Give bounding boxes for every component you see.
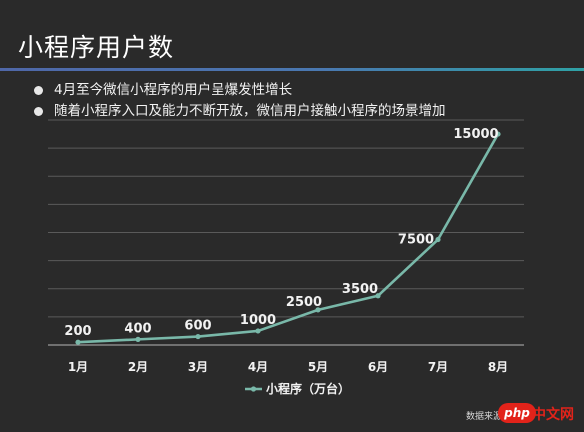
x-tick-label: 7月	[428, 360, 448, 374]
data-point	[195, 333, 201, 340]
bullet-text: 随着小程序入口及能力不断开放，微信用户接触小程序的场景增加	[54, 103, 446, 119]
data-label: 400	[124, 321, 151, 336]
data-point	[75, 339, 81, 345]
data-label: 200	[64, 324, 91, 339]
slide-title: 小程序用户数	[18, 33, 175, 62]
bullet-item: 4月至今微信小程序的用户呈爆发性增长	[32, 80, 446, 101]
x-tick-label: 6月	[368, 360, 388, 374]
x-tick-label: 2月	[128, 360, 148, 374]
title-divider	[0, 68, 584, 71]
watermark-logo: php 中文网	[498, 403, 580, 423]
data-label: 3500	[342, 282, 378, 297]
data-label: 2500	[286, 295, 322, 310]
data-point	[495, 131, 501, 137]
data-point	[435, 236, 441, 243]
data-point	[255, 328, 261, 334]
x-tick-label: 4月	[248, 360, 268, 374]
source-note: 数据来源	[466, 412, 503, 422]
x-tick-label: 5月	[308, 360, 328, 374]
data-label: 600	[184, 319, 211, 334]
bullet-item: 随着小程序入口及能力不断开放，微信用户接触小程序的场景增加	[32, 101, 446, 122]
watermark-badge: php	[498, 403, 536, 423]
x-tick-label: 8月	[488, 360, 508, 374]
bullet-dot-icon	[34, 107, 43, 116]
legend-label: 小程序（万台）	[266, 381, 350, 396]
bullet-list: 4月至今微信小程序的用户呈爆发性增长 随着小程序入口及能力不断开放，微信用户接触…	[32, 80, 446, 122]
data-label: 15000	[453, 127, 498, 142]
bullet-text: 4月至今微信小程序的用户呈爆发性增长	[54, 82, 293, 98]
series-line	[77, 133, 500, 344]
data-label: 7500	[398, 233, 434, 248]
watermark-text: 中文网	[532, 407, 574, 423]
data-point	[375, 293, 381, 299]
data-point	[135, 336, 141, 342]
x-tick-label: 3月	[188, 360, 208, 374]
bullet-dot-icon	[34, 86, 43, 95]
data-label: 1000	[240, 313, 276, 328]
data-point	[315, 307, 321, 313]
x-tick-label: 1月	[68, 360, 88, 374]
legend-marker-icon	[250, 386, 257, 392]
